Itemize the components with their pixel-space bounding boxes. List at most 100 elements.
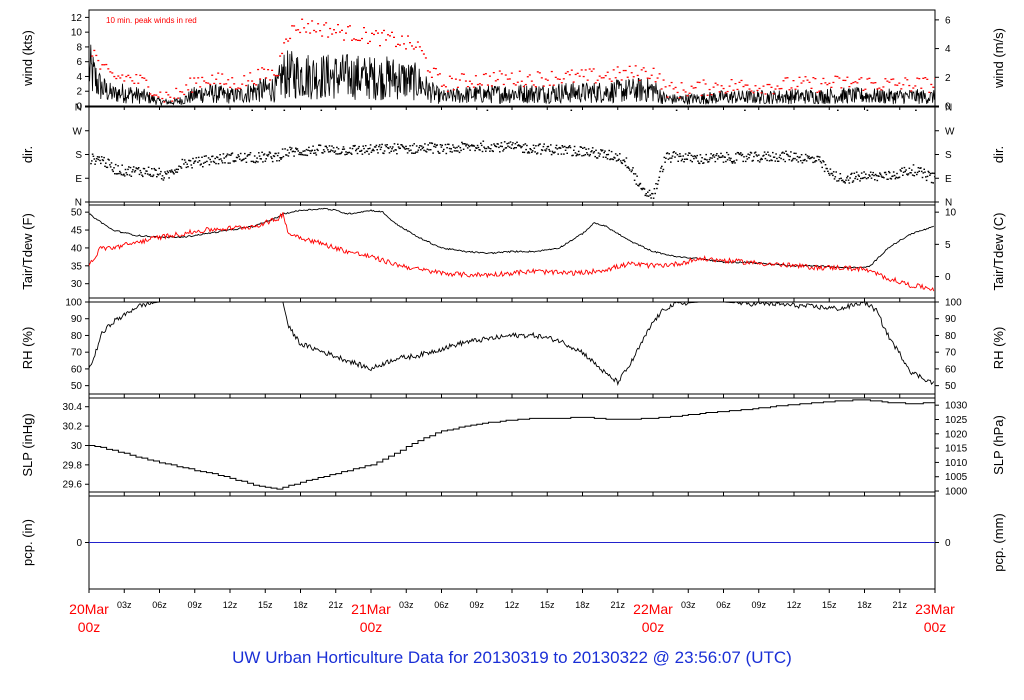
wind-direction-point (756, 155, 758, 157)
wind-direction-point (599, 153, 601, 155)
peak-wind-point (740, 79, 743, 82)
wind-direction-point (305, 148, 308, 151)
peak-wind-point (478, 83, 481, 85)
peak-wind-point (678, 97, 681, 99)
wind-direction-point (702, 162, 704, 164)
peak-wind-point (684, 91, 687, 93)
wind-direction-point (740, 152, 742, 154)
peak-wind-point (365, 31, 367, 33)
peak-wind-point (584, 69, 587, 71)
wind-direction-point (197, 156, 200, 159)
y-axis-title-left: dir. (20, 146, 35, 163)
y-tick-label-left: 50 (71, 208, 83, 219)
peak-wind-point (385, 39, 387, 41)
peak-wind-point (97, 59, 100, 62)
peak-wind-point (682, 89, 685, 91)
panel-sea-level-pressure: 29.6 29.8 30 30.2 30.4 1000 1005 1010 1015 1020 10… (20, 397, 1006, 498)
wind-direction-point (416, 151, 419, 153)
wind-direction-point (262, 161, 264, 163)
wind-direction-point (631, 169, 633, 171)
wind-direction-point (679, 155, 682, 157)
wind-direction-point (702, 162, 705, 164)
wind-direction-point (429, 149, 432, 151)
wind-direction-point (332, 147, 335, 149)
wind-direction-point (351, 147, 354, 150)
wind-direction-point (350, 152, 352, 154)
peak-wind-point (692, 87, 695, 89)
wind-direction-point (233, 160, 235, 163)
wind-direction-point (862, 177, 865, 179)
peak-wind-point (672, 88, 675, 90)
wind-direction-point (583, 146, 586, 149)
wind-direction-point (858, 175, 860, 177)
peak-wind-point (800, 82, 803, 84)
wind-direction-point (804, 158, 806, 161)
wind-direction-point (298, 153, 300, 156)
peak-wind-point (624, 69, 627, 72)
x-hour-tick-label: 06z (152, 600, 167, 610)
wind-direction-point (471, 145, 474, 147)
wind-direction-point (712, 154, 715, 156)
wind-direction-point (841, 179, 843, 182)
peak-wind-point (658, 73, 661, 75)
peak-wind-point (876, 88, 879, 90)
x-day-date-label: 22Mar (633, 601, 673, 617)
peak-wind-point (766, 83, 769, 86)
wind-direction-point (293, 155, 295, 157)
wind-direction-point (689, 152, 691, 154)
wind-direction-point (203, 155, 206, 157)
wind-direction-point (344, 153, 346, 156)
wind-direction-point (208, 164, 211, 166)
peak-wind-point (598, 75, 601, 77)
wind-direction-point (449, 150, 452, 153)
wind-direction-point (888, 170, 890, 173)
wind-direction-point (362, 145, 364, 147)
wind-direction-point (869, 175, 871, 177)
wind-direction-point (461, 143, 464, 145)
wind-direction-point (930, 181, 933, 184)
peak-wind-point (828, 82, 831, 84)
wind-direction-point (867, 177, 869, 179)
wind-direction-point (688, 152, 690, 154)
wind-direction-point (517, 144, 520, 146)
wind-direction-point (452, 144, 454, 146)
wind-direction-point (900, 170, 902, 172)
wind-direction-point (753, 152, 756, 154)
wind-direction-point (529, 148, 531, 150)
wind-direction-point (524, 143, 527, 145)
peak-wind-point (373, 33, 375, 36)
wind-direction-point (732, 161, 735, 163)
wind-direction-point (426, 148, 429, 150)
wind-direction-point (150, 175, 152, 177)
wind-direction-point (794, 157, 796, 160)
x-hour-tick-label: 15z (822, 600, 837, 610)
peak-wind-point (758, 87, 761, 90)
wind-direction-point (709, 157, 712, 159)
peak-wind-point (704, 83, 707, 85)
wind-direction-point (742, 160, 744, 163)
wind-direction-point (898, 176, 901, 178)
peak-wind-point (137, 82, 140, 84)
wind-direction-point (333, 151, 336, 153)
peak-wind-point (145, 79, 148, 81)
x-hour-tick-label: 18z (293, 600, 308, 610)
peak-wind-point (608, 78, 611, 80)
wind-direction-point (811, 156, 814, 158)
wind-direction-point (108, 159, 110, 161)
wind-direction-point (816, 155, 818, 158)
wind-direction-point (880, 175, 883, 177)
wind-direction-point (447, 143, 449, 145)
peak-wind-point (265, 77, 268, 79)
peak-wind-point (267, 69, 270, 71)
wind-direction-point (781, 151, 784, 153)
wind-direction-point (377, 152, 379, 154)
wind-direction-point (832, 171, 835, 173)
wind-direction-point (243, 158, 245, 160)
wind-direction-point (97, 158, 100, 161)
wind-direction-point (123, 173, 125, 175)
peak-wind-point (906, 79, 909, 81)
peak-wind-point (638, 79, 641, 81)
wind-direction-point (556, 148, 559, 150)
wind-direction-point (199, 164, 202, 166)
wind-direction-point (636, 175, 638, 177)
